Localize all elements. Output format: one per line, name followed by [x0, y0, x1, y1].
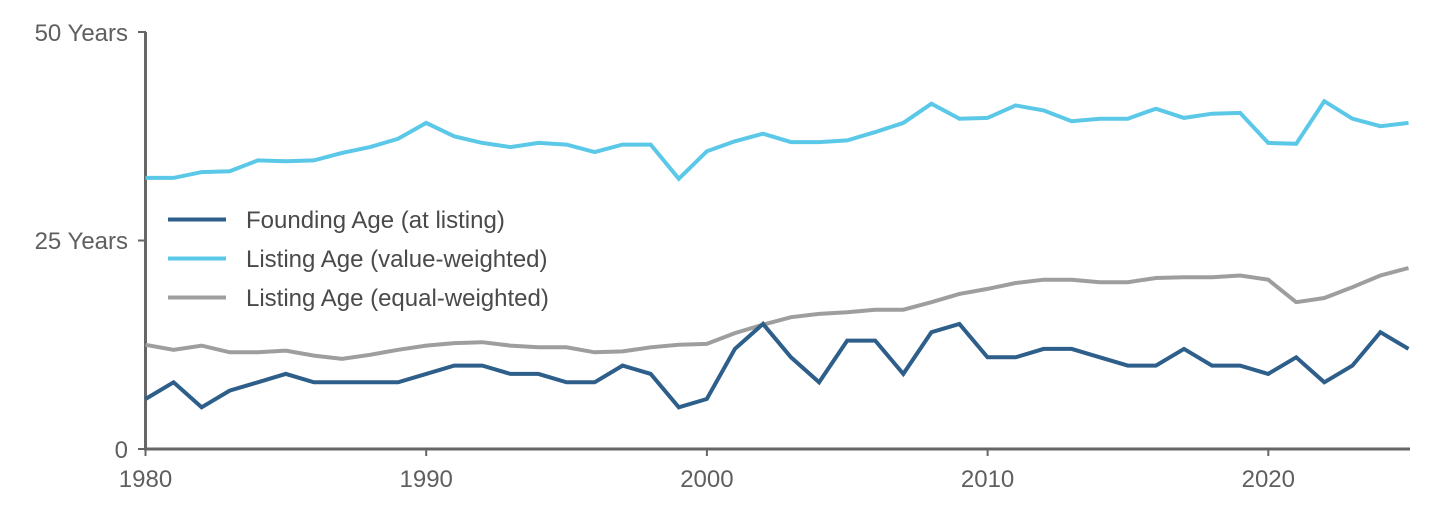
- y-tick-label-50: 50 Years: [35, 20, 128, 47]
- legend: Founding Age (at listing) Listing Age (v…: [168, 207, 549, 312]
- y-tick-label-25: 25 Years: [35, 228, 128, 255]
- series-line-listing-age-value-weighted: [145, 98, 1409, 182]
- y-tick-label-0: 0: [115, 437, 128, 464]
- legend-label: Listing Age (equal-weighted): [246, 285, 549, 312]
- x-tick-label-1990: 1990: [400, 466, 453, 493]
- legend-item-listing-age-value-weighted: Listing Age (value-weighted): [168, 246, 548, 273]
- legend-item-listing-age-equal-weighted: Listing Age (equal-weighted): [168, 285, 549, 312]
- legend-label: Founding Age (at listing): [246, 207, 505, 234]
- series-line-listing-age-equal-weighted: [145, 266, 1410, 361]
- x-tick-label-2000: 2000: [680, 466, 733, 493]
- legend-item-founding-age: Founding Age (at listing): [168, 207, 505, 234]
- series-line-founding-age: [144, 321, 1410, 410]
- plot-area: [144, 98, 1410, 410]
- y-axis: 50 Years 25 Years 0: [35, 20, 147, 464]
- x-tick-label-1980: 1980: [119, 466, 172, 493]
- legend-label: Listing Age (value-weighted): [246, 246, 548, 273]
- x-axis: 1980 1990 2000 2010 2020: [119, 447, 1410, 493]
- x-tick-label-2010: 2010: [961, 466, 1014, 493]
- x-tick-label-2020: 2020: [1242, 466, 1295, 493]
